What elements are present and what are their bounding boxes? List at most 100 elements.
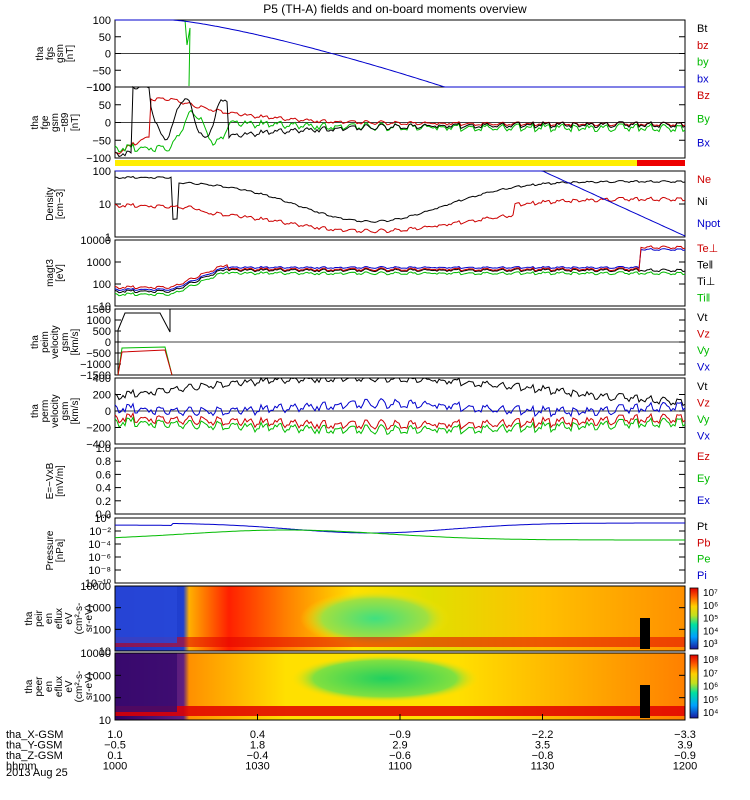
legend-bx: Bx xyxy=(697,137,710,149)
y-tick-label: 1 xyxy=(105,232,111,244)
y-axis-label: velocity xyxy=(50,394,61,427)
y-axis-label: en xyxy=(44,613,55,624)
panel-peer: 10⁸ 10⁷ 10⁶ 10⁵ 10⁴ 10000 1000 100 10 tha peer en ef… xyxy=(24,648,718,727)
y-tick-label: 500 xyxy=(93,326,111,338)
colorbar-tick-label: 10⁷ xyxy=(703,588,718,599)
y-tick-label: 1.0 xyxy=(96,443,111,455)
data-curves xyxy=(114,19,686,541)
y-axis-label: peer xyxy=(34,676,45,697)
colorbar-tick-label: 10⁴ xyxy=(703,626,718,637)
x-tick-label: −0.5 xyxy=(104,740,126,752)
x-tick-label: 0.1 xyxy=(107,750,122,762)
x-tick-label: −2.2 xyxy=(532,729,554,741)
y-tick-label: −100 xyxy=(86,82,111,94)
mode-segment xyxy=(637,160,685,166)
legend-ti⊥: Ti⊥ xyxy=(697,276,715,288)
y-tick-label: 100 xyxy=(93,15,111,27)
y-tick-label: 400 xyxy=(93,373,111,385)
legend-vy: Vy xyxy=(697,345,710,357)
y-axis-label: perm xyxy=(40,400,51,423)
y-tick-label: 10⁻¹⁰ xyxy=(85,578,112,590)
x-row-label: tha_Z-GSM xyxy=(6,750,63,762)
y-axis-label: [km/s] xyxy=(70,328,81,355)
legend-vt: Vt xyxy=(697,381,707,393)
legend-vx: Vx xyxy=(697,431,710,443)
panel-temp: 10000 1000 100 10 magt3 [eV] Te⊥ Te‖ Ti⊥ Ti‖ xyxy=(45,235,718,313)
x-tick-label: 1200 xyxy=(673,761,697,773)
y-tick-label: 1500 xyxy=(87,304,111,316)
curve-perm-vz xyxy=(114,411,686,431)
y-tick-label: 0 xyxy=(105,49,111,61)
y-tick-label: 50 xyxy=(99,32,111,44)
y-tick-label: 200 xyxy=(93,390,111,402)
y-tick-label: 0.8 xyxy=(96,456,111,468)
y-axis-label: eflux xyxy=(54,676,65,697)
legend-te‖: Te‖ xyxy=(697,260,713,272)
y-axis-label: tha xyxy=(30,115,41,129)
date-label: 2013 Aug 25 xyxy=(6,767,68,779)
y-axis-label: Density xyxy=(45,187,56,220)
y-axis-label: eV xyxy=(64,612,75,625)
curve-pressure-pe xyxy=(115,529,685,541)
legend-vt: Vt xyxy=(697,312,707,324)
x-tick-label: 3.9 xyxy=(677,740,692,752)
legend-bt: Bt xyxy=(697,23,707,35)
colorbar-tick-label: 10⁵ xyxy=(703,695,718,706)
y-tick-label: 10⁻² xyxy=(89,526,111,538)
x-row-label: hhmm xyxy=(6,761,37,773)
y-axis-label: tha xyxy=(24,611,35,625)
y-axis-label: sr-eV) xyxy=(84,673,95,700)
curve-peim-vz xyxy=(117,349,173,376)
y-tick-label: 100 xyxy=(93,693,111,705)
mode-segment xyxy=(115,160,637,166)
colorbar-peir xyxy=(689,587,699,650)
y-axis-label: eV xyxy=(64,680,75,693)
x-tick-label: −3.3 xyxy=(674,729,696,741)
y-tick-label: −500 xyxy=(86,348,111,360)
x-tick-label: 1130 xyxy=(531,761,555,773)
y-tick-label: 100 xyxy=(93,624,111,636)
x-tick-label: −0.9 xyxy=(389,729,411,741)
curve-temp-tpar-i xyxy=(114,271,686,297)
x-tick-label: 1100 xyxy=(388,761,412,773)
legend-npot: Npot xyxy=(697,218,720,230)
y-tick-label: −100 xyxy=(86,153,111,165)
y-axis-label: Pressure xyxy=(45,530,56,570)
y-tick-label: −1500 xyxy=(80,370,111,382)
y-axis-label: [nT] xyxy=(65,45,76,62)
panel-frame xyxy=(114,517,686,584)
y-axis-label: en xyxy=(44,681,55,692)
y-axis-label: [cm−3] xyxy=(55,189,66,220)
y-tick-label: 10 xyxy=(99,646,111,658)
curve-fgs-by xyxy=(184,19,191,87)
data-gap xyxy=(640,685,650,718)
colorbar-tick-label: 10⁶ xyxy=(703,601,718,612)
panel-frame xyxy=(114,170,686,238)
y-axis-label: tha xyxy=(24,679,35,693)
panel-fge: 100 50 0 −50 −100 tha fge gsm −t89 [nT] Bz By Bx xyxy=(30,82,710,165)
legend-by: by xyxy=(697,57,709,69)
colorbar-tick-label: 10⁴ xyxy=(703,708,718,719)
y-axis-label: (cm²-s- xyxy=(74,603,85,635)
panel-mode_bar xyxy=(115,160,685,166)
colorbar-tick-label: 10⁵ xyxy=(703,614,718,625)
y-axis-label: E=−VxB xyxy=(45,462,56,499)
curve-perm-vt xyxy=(114,376,686,407)
panel-density: 100 10 1 Density [cm−3] Ne Ni Npot xyxy=(45,166,720,244)
y-tick-label: 10⁻⁴ xyxy=(88,539,111,551)
y-tick-label: 10⁻⁶ xyxy=(88,552,111,564)
panel-frame xyxy=(114,447,686,515)
legend-pi: Pi xyxy=(697,570,707,582)
y-axis-label: gsm xyxy=(55,44,66,63)
curve-density-npot xyxy=(115,170,686,237)
y-tick-label: 0.0 xyxy=(96,509,111,521)
x-tick-label: −0.6 xyxy=(389,750,411,762)
x-row-label: tha_Y-GSM xyxy=(6,740,62,752)
y-tick-label: 0 xyxy=(105,118,111,130)
y-tick-label: 10 xyxy=(99,199,111,211)
